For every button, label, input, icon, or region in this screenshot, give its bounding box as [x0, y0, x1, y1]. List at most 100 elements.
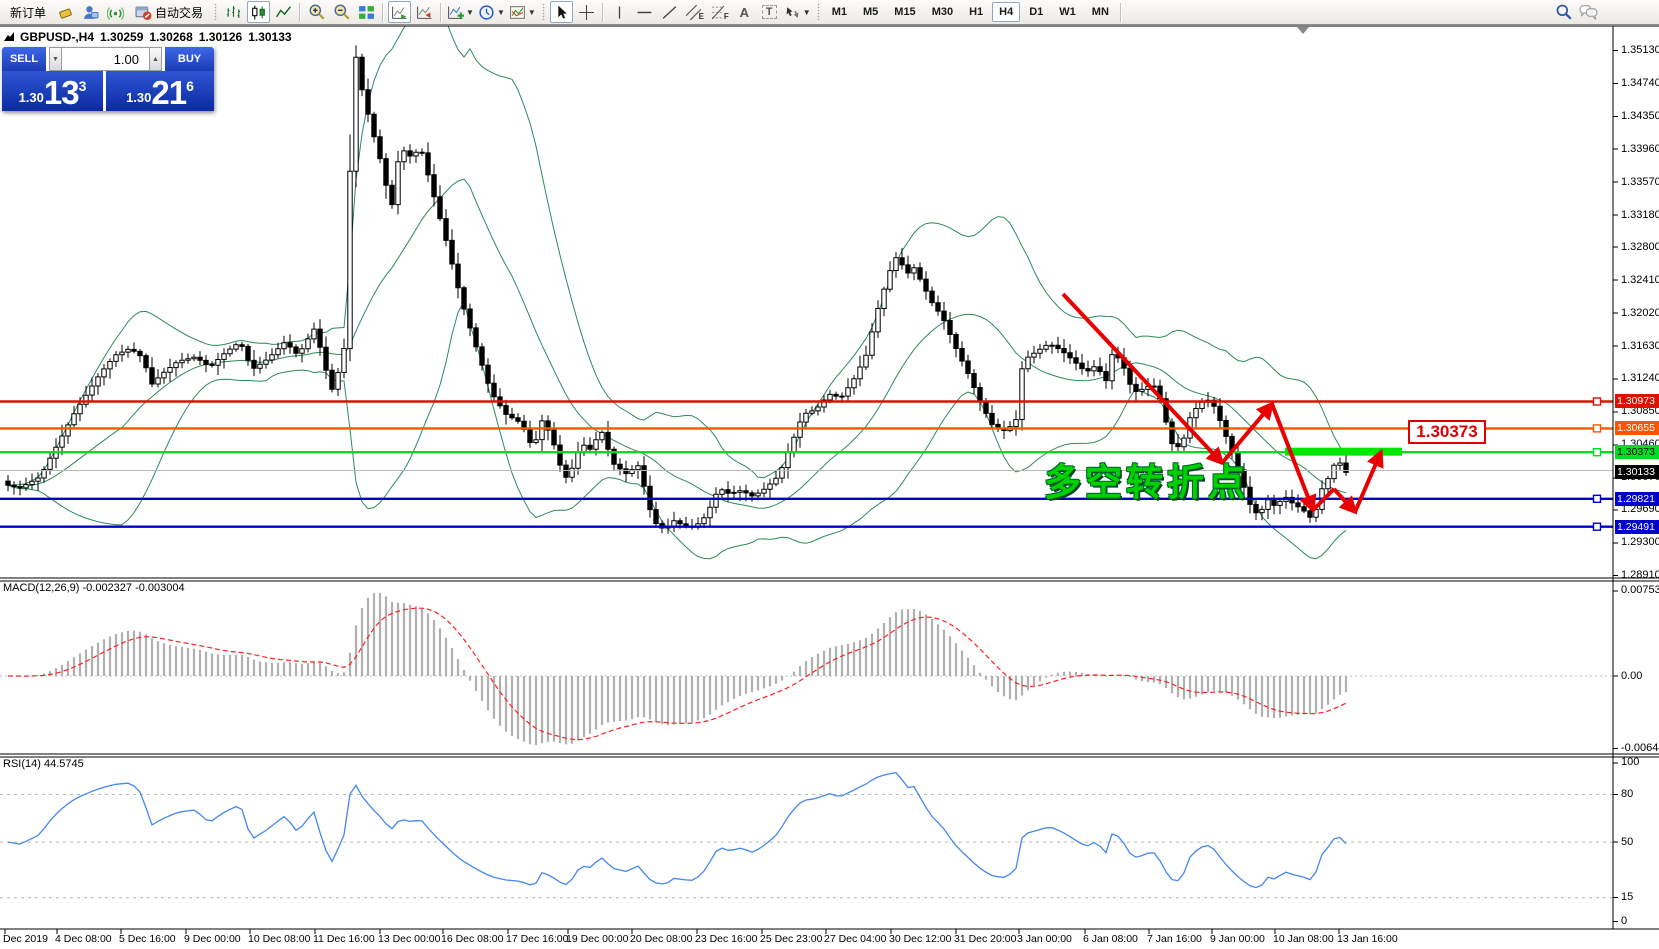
- rsi-label: RSI(14) 44.5745: [3, 758, 84, 770]
- rsi-axis-label: 0: [1621, 915, 1628, 927]
- timeframe-h4[interactable]: H4: [992, 2, 1021, 22]
- ohlc-close: 1.30133: [248, 30, 292, 44]
- autotrade-label: 自动交易: [155, 5, 204, 20]
- chart-annotation-text[interactable]: 多空转折点: [1044, 462, 1249, 503]
- macd-axis-label: -0.006446: [1621, 742, 1659, 755]
- candlestick-chart-type-icon[interactable]: [247, 1, 271, 23]
- time-axis-label: 9 Jan 00:00: [1210, 933, 1265, 945]
- price-level-tag: 1.30655: [1615, 421, 1659, 436]
- toolbar-separator: [1119, 2, 1122, 22]
- time-axis-label: 11 Dec 16:00: [313, 933, 375, 945]
- signal-icon[interactable]: [104, 1, 127, 23]
- sell-button[interactable]: SELL: [2, 47, 46, 71]
- toolbar-grip: [214, 3, 218, 21]
- time-axis-label: 9 Dec 00:00: [184, 933, 241, 945]
- price-axis-label: 1.32020: [1621, 306, 1659, 319]
- price-axis-label: 1.29300: [1621, 536, 1659, 549]
- zoom-out-icon[interactable]: [330, 1, 353, 23]
- rsi-axis-label: 15: [1621, 891, 1634, 904]
- macd-axis-label: 0.007538: [1621, 584, 1659, 597]
- chart-header: GBPUSD-,H4 1.30259 1.30268 1.30126 1.301…: [4, 30, 292, 44]
- time-axis-label: 19 Dec 00:00: [566, 933, 629, 945]
- time-axis-label: 4 Dec 08:00: [55, 933, 112, 945]
- time-axis-label: 23 Dec 16:00: [695, 933, 758, 945]
- chart-symbol-icon: [4, 32, 14, 41]
- toolbar-grip: [816, 3, 820, 21]
- price-axis-label: 1.31240: [1621, 372, 1659, 385]
- macd-value: -0.002327: [82, 582, 133, 594]
- dropdown-caret-icon: ▼: [466, 7, 474, 17]
- profile-icon[interactable]: [79, 1, 102, 23]
- macd-axis-label: 0.00: [1621, 669, 1643, 682]
- auto-scroll-icon[interactable]: [388, 1, 412, 23]
- search-icon[interactable]: [1552, 1, 1575, 23]
- cursor-tool-icon[interactable]: [549, 1, 573, 23]
- timeframe-m5[interactable]: M5: [863, 6, 879, 18]
- autotrade-button[interactable]: 自动交易: [129, 1, 209, 23]
- timeframe-m30[interactable]: M30: [931, 6, 954, 18]
- periods-clock-icon[interactable]: ▼: [477, 1, 506, 23]
- channel-tool-icon[interactable]: E: [683, 1, 706, 23]
- timeframe-m15[interactable]: M15: [894, 6, 916, 18]
- trendline-tool-icon[interactable]: [658, 1, 681, 23]
- zoom-in-icon[interactable]: [305, 1, 328, 23]
- price-level-tag: 1.29821: [1615, 491, 1659, 506]
- toolbar-separator: [440, 2, 443, 22]
- buy-button[interactable]: BUY: [165, 47, 214, 71]
- macd-signal-value: -0.003004: [135, 582, 185, 594]
- chat-icon[interactable]: [1577, 1, 1600, 23]
- eraser-icon[interactable]: [54, 1, 77, 23]
- time-axis-label: 7 Jan 16:00: [1147, 933, 1202, 945]
- time-axis-label: Dec 2019: [3, 933, 48, 945]
- sell-price-prefix: 1.30: [18, 90, 44, 105]
- label-letter: T: [761, 5, 777, 19]
- fibonacci-tool-icon[interactable]: F: [708, 1, 731, 23]
- timeframe-group: M1 M5 M15 M30 H1 H4 D1 W1 MN: [824, 2, 1117, 22]
- time-axis-label: 13 Dec 00:00: [378, 933, 441, 945]
- volume-input[interactable]: [62, 47, 149, 71]
- bar-chart-type-icon[interactable]: [222, 1, 245, 23]
- rsi-name: RSI(14): [3, 758, 41, 770]
- price-axis-label: 1.33960: [1621, 142, 1659, 155]
- macd-name: MACD(12,26,9): [3, 582, 80, 594]
- one-click-trading-panel: SELL ▼ ▲ BUY 1.30 13 3 1.30 21 6: [2, 47, 214, 111]
- crosshair-tool-icon[interactable]: [575, 1, 598, 23]
- timeframe-d1[interactable]: D1: [1029, 6, 1044, 18]
- toolbar-separator: [299, 2, 302, 22]
- timeframe-mn[interactable]: MN: [1091, 6, 1109, 18]
- time-axis-label: 6 Jan 08:00: [1083, 933, 1138, 945]
- tile-windows-icon[interactable]: [355, 1, 378, 23]
- arrows-tool-icon[interactable]: ▼: [783, 1, 812, 23]
- sell-price-display[interactable]: 1.30 13 3: [2, 71, 103, 111]
- timeframe-w1[interactable]: W1: [1059, 6, 1076, 18]
- price-axis-label: 1.35130: [1621, 43, 1659, 56]
- timeframe-h1[interactable]: H1: [969, 6, 984, 18]
- sell-price-big: 13: [43, 74, 80, 111]
- price-axis-label: 1.31630: [1621, 339, 1659, 352]
- price-callout-label[interactable]: 1.30373: [1408, 420, 1486, 444]
- toolbar-grip: [541, 3, 545, 21]
- price-axis-label: 1.33570: [1621, 175, 1659, 188]
- time-axis-label: 27 Dec 04:00: [824, 933, 887, 945]
- template-icon[interactable]: ▼: [508, 1, 537, 23]
- time-axis-label: 5 Dec 16:00: [119, 933, 176, 945]
- buy-price-display[interactable]: 1.30 21 6: [106, 71, 214, 111]
- ohlc-high: 1.30268: [149, 30, 193, 44]
- price-axis-label: 1.29690: [1621, 503, 1659, 516]
- horizontal-line-tool-icon[interactable]: [633, 1, 656, 23]
- new-order-button[interactable]: 新订单: [10, 5, 47, 20]
- volume-increase-button[interactable]: ▲: [149, 47, 162, 71]
- add-indicator-icon[interactable]: ▼: [446, 1, 475, 23]
- text-label-tool-icon[interactable]: T: [758, 1, 781, 23]
- timeframe-m1[interactable]: M1: [831, 6, 847, 18]
- text-tool-icon[interactable]: A: [739, 4, 749, 20]
- toolbar: 新订单 自动交易 ▼ ▼ ▼ E F A T ▼ M: [0, 0, 1659, 25]
- rsi-value: 44.5745: [43, 758, 84, 770]
- toolbar-separator: [601, 2, 604, 22]
- chart-shift-icon[interactable]: [413, 1, 436, 23]
- volume-decrease-button[interactable]: ▼: [49, 47, 62, 71]
- line-chart-type-icon[interactable]: [272, 1, 295, 23]
- vertical-line-tool-icon[interactable]: [608, 1, 631, 23]
